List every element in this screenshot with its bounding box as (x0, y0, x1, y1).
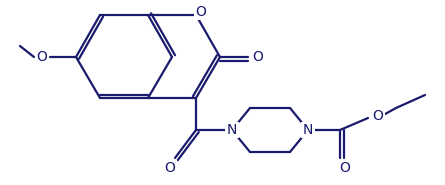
Text: O: O (36, 50, 48, 64)
Text: O: O (165, 161, 175, 175)
Text: O: O (195, 5, 206, 19)
Text: O: O (253, 50, 263, 64)
Text: N: N (303, 123, 313, 137)
Text: O: O (372, 109, 384, 123)
Text: O: O (340, 161, 351, 175)
Text: N: N (227, 123, 237, 137)
